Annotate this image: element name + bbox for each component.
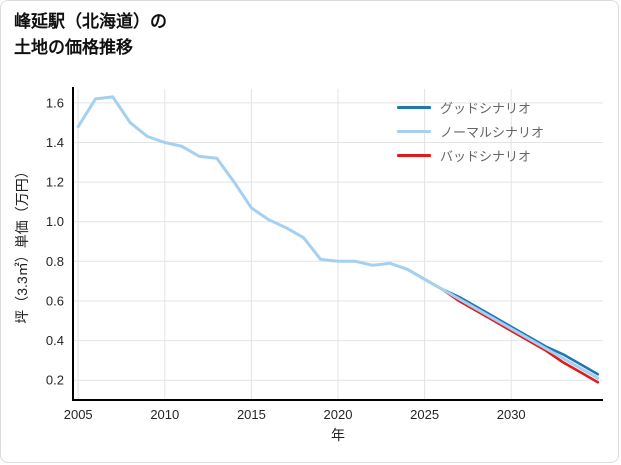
y-tick-label: 0.6 [46, 294, 64, 309]
legend-label-good-scenario: グッドシナリオ [440, 100, 532, 116]
x-axis-label: 年 [331, 427, 345, 443]
chart-title-line2: 土地の価格推移 [14, 37, 133, 57]
legend-swatch-normal-scenario [397, 129, 431, 133]
x-tick-label: 2015 [237, 407, 266, 422]
y-tick-label: 1.0 [46, 214, 64, 229]
legend-item-good-scenario[interactable]: グッドシナリオ [397, 95, 544, 119]
legend-label-normal-scenario: ノーマルシナリオ [440, 124, 545, 140]
x-tick-label: 2010 [150, 407, 179, 422]
x-tick-label: 2005 [64, 407, 93, 422]
y-axis-label: 坪（3.3㎡）単価（万円） [14, 164, 30, 324]
y-tick-label: 1.4 [46, 135, 64, 150]
series-line-normal-scenario [76, 95, 600, 380]
legend-swatch-good-scenario [397, 105, 431, 109]
legend-item-bad-scenario[interactable]: バッドシナリオ [397, 143, 544, 167]
chart-title: 峰延駅（北海道）の 土地の価格推移 [14, 9, 167, 60]
y-tick-label: 0.2 [46, 373, 64, 388]
x-tick-label: 2030 [497, 407, 526, 422]
x-tick-label: 2020 [324, 407, 353, 422]
legend-item-normal-scenario[interactable]: ノーマルシナリオ [397, 119, 544, 143]
legend-swatch-bad-scenario [397, 153, 431, 157]
y-tick-label: 1.6 [46, 95, 64, 110]
y-tick-label: 0.4 [46, 333, 64, 348]
legend: グッドシナリオ ノーマルシナリオ バッドシナリオ [397, 95, 544, 167]
chart-title-line1: 峰延駅（北海道）の [14, 12, 167, 31]
y-tick-label: 1.2 [46, 175, 64, 190]
legend-label-bad-scenario: バッドシナリオ [440, 148, 532, 164]
x-tick-label: 2025 [410, 407, 439, 422]
y-tick-label: 0.8 [46, 254, 64, 269]
